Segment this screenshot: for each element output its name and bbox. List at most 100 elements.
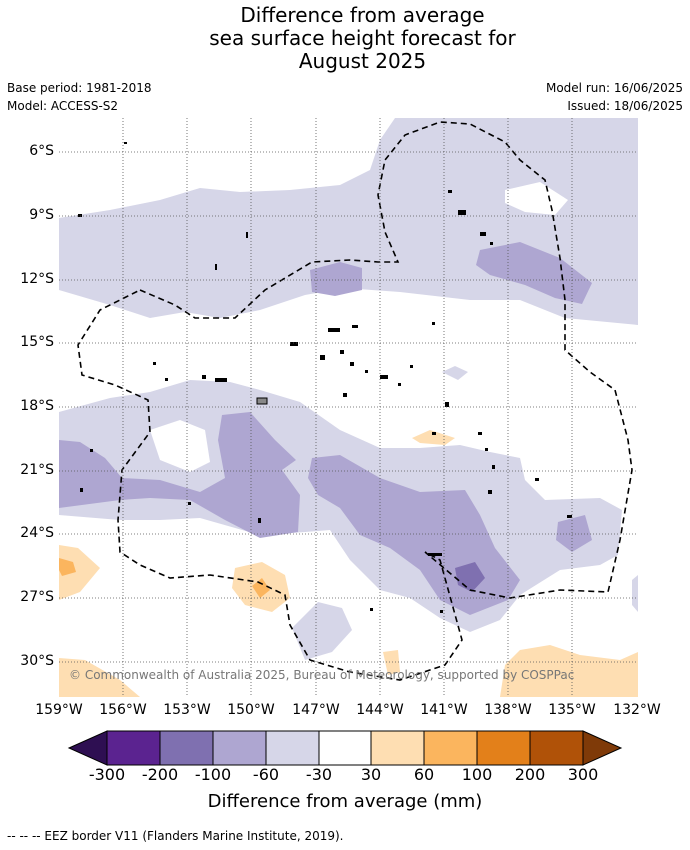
positive-anomaly-small — [412, 430, 455, 445]
eez-legend-note: -- -- -- EEZ border V11 (Flanders Marine… — [7, 829, 344, 843]
positive-anomaly-central-core — [252, 578, 270, 598]
island — [78, 214, 82, 217]
island — [480, 232, 486, 236]
positive-anomaly-southeast — [500, 645, 638, 697]
lat-label: 12°S — [20, 271, 54, 287]
meta-left: Base period: 1981-2018 Model: ACCESS-S2 — [7, 79, 152, 115]
colorbar-tick: -30 — [305, 765, 333, 784]
colorbar-tick: -60 — [252, 765, 280, 784]
island — [440, 610, 443, 613]
colorbar-swatch — [212, 730, 267, 766]
colorbar-swatch — [529, 730, 584, 766]
island — [202, 375, 206, 379]
island — [380, 375, 388, 379]
anomaly-region-east-small — [556, 515, 592, 552]
colorbar-swatch — [159, 730, 214, 766]
island — [535, 478, 539, 481]
lat-label: 6°S — [29, 143, 54, 159]
island — [340, 350, 344, 354]
anomaly-region-south-core-west — [59, 412, 300, 538]
lat-label: 24°S — [20, 525, 54, 541]
positive-anomaly-south-islet — [383, 650, 400, 675]
island — [90, 449, 93, 452]
lon-label: 150°W — [227, 702, 275, 718]
island — [458, 210, 466, 215]
island — [153, 362, 156, 365]
model-run: Model run: 16/06/2025 — [545, 81, 683, 95]
no-anomaly-north — [59, 118, 395, 218]
colorbar-tick: 100 — [461, 765, 493, 784]
lon-label: 138°W — [484, 702, 532, 718]
title-line-2: sea surface height forecast for — [209, 26, 516, 50]
positive-anomaly-west — [59, 545, 100, 600]
island — [124, 142, 127, 144]
lon-label: 153°W — [163, 702, 211, 718]
colorbar-swatch — [318, 730, 372, 766]
title-line-1: Difference from average — [240, 3, 485, 27]
title-line-3: August 2025 — [298, 49, 427, 73]
island — [432, 432, 436, 435]
island — [290, 342, 298, 346]
colorbar-tick: -300 — [88, 765, 126, 784]
island — [445, 402, 449, 407]
island — [246, 232, 248, 238]
lon-label: 144°W — [356, 702, 404, 718]
island — [350, 362, 354, 366]
lat-label: 9°S — [29, 207, 54, 223]
colorbar-swatch — [476, 730, 531, 766]
positive-anomaly-southwest — [59, 658, 140, 697]
colorbar-tick: -200 — [141, 765, 179, 784]
issued-date: Issued: 18/06/2025 — [567, 99, 683, 113]
colorbar-swatch — [423, 730, 478, 766]
lon-label: 147°W — [292, 702, 340, 718]
model-name: Model: ACCESS-S2 — [7, 99, 119, 113]
lat-label: 30°S — [20, 653, 54, 669]
no-anomaly-south-hole-2 — [590, 560, 638, 620]
island — [328, 328, 340, 332]
lon-label: 141°W — [420, 702, 468, 718]
island — [478, 432, 482, 435]
colorbar-cap-low — [67, 730, 108, 766]
island — [188, 502, 191, 505]
eez-border-cook-islands — [77, 121, 633, 681]
island — [165, 378, 168, 381]
island — [448, 190, 452, 193]
anomaly-region-north-mid-2 — [310, 262, 362, 296]
island — [490, 242, 493, 245]
island — [410, 365, 413, 368]
meta-right: Model run: 16/06/2025 Issued: 18/06/2025 — [546, 79, 683, 115]
island — [567, 515, 572, 518]
positive-anomaly-west-core — [59, 558, 76, 576]
colorbar-tick: 200 — [514, 765, 546, 784]
colorbar-swatch — [265, 730, 320, 766]
colorbar-tick: -100 — [194, 765, 232, 784]
no-anomaly-south-hole-1 — [150, 420, 210, 472]
islands — [78, 142, 572, 613]
island — [215, 378, 227, 382]
island — [365, 370, 368, 373]
lat-label: 15°S — [20, 334, 54, 350]
island — [352, 325, 358, 328]
island — [343, 393, 347, 397]
island — [80, 488, 83, 492]
lon-label: 156°W — [99, 702, 147, 718]
colorbar-tick: 30 — [360, 765, 382, 784]
island — [485, 448, 488, 451]
colorbar-tick: 300 — [567, 765, 599, 784]
lat-label: 18°S — [20, 398, 54, 414]
island — [428, 553, 442, 556]
lat-label: 21°S — [20, 462, 54, 478]
colorbar-label: Difference from average (mm) — [207, 791, 483, 812]
island — [215, 264, 217, 270]
copyright-notice: © Commonwealth of Australia 2025, Bureau… — [69, 668, 575, 682]
anomaly-region-east-edge — [632, 575, 638, 612]
lon-label: 159°W — [35, 702, 83, 718]
anomaly-region-south-small — [292, 602, 352, 660]
colorbar-cap-high — [582, 730, 623, 766]
anomaly-region-small-patch — [442, 366, 468, 380]
lon-label: 132°W — [613, 702, 661, 718]
lat-label: 27°S — [20, 589, 54, 605]
colorbar-swatch — [370, 730, 425, 766]
